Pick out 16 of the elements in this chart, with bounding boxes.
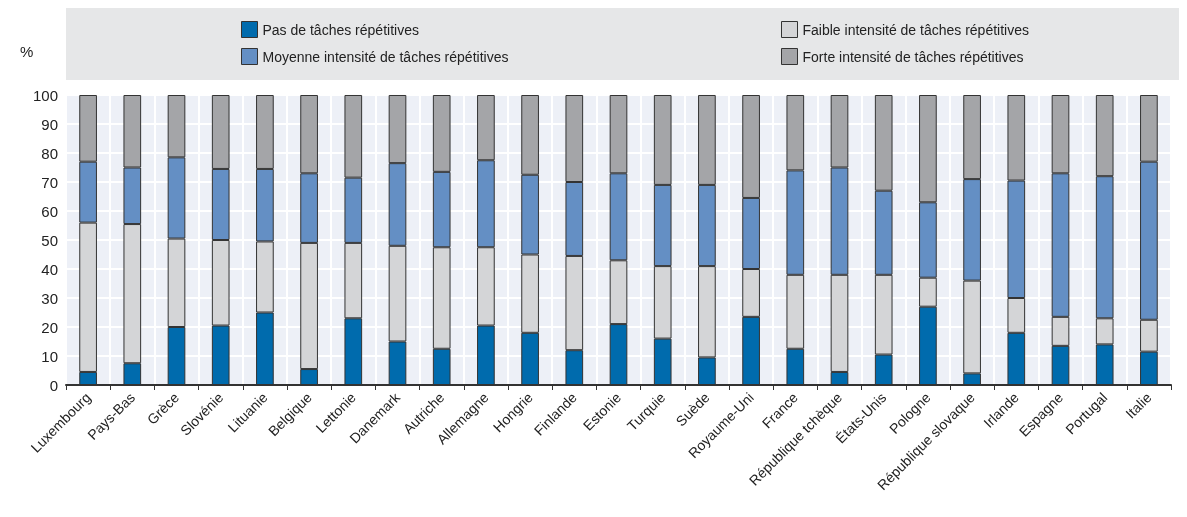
y-tick-label: 20 (41, 318, 58, 336)
y-tick-label: 50 (41, 231, 58, 249)
y-tick-label: 70 (41, 173, 58, 191)
y-tick-label: 40 (41, 260, 58, 278)
y-tick-label: 90 (41, 115, 58, 133)
legend-label: Faible intensité de tâches répétitives (802, 21, 1029, 38)
y-tick-label: 0 (49, 376, 58, 394)
legend-label: Forte intensité de tâches répétitives (802, 48, 1024, 65)
y-tick-label: 100 (32, 86, 58, 104)
y-tick-label: 30 (41, 289, 58, 307)
y-tick-label: 80 (41, 144, 58, 162)
y-axis-title: % (20, 43, 34, 60)
legend-label: Pas de tâches répétitives (262, 21, 419, 38)
legend-label: Moyenne intensité de tâches répétitives (262, 48, 509, 65)
y-tick-label: 60 (41, 202, 58, 220)
y-tick-label: 10 (41, 347, 58, 365)
